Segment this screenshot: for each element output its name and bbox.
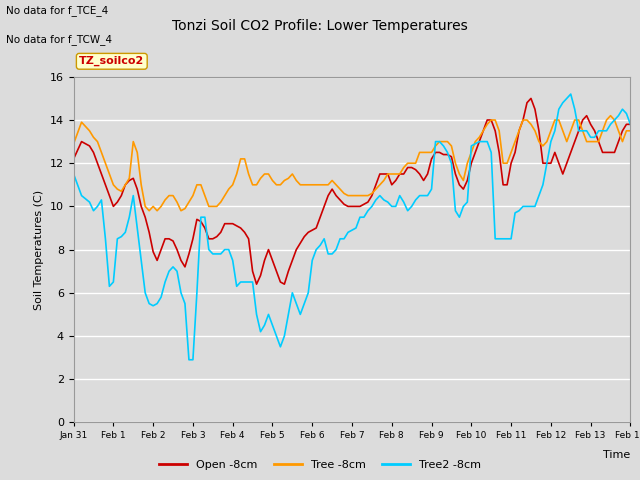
Open -8cm	[368, 193, 376, 199]
Open -8cm	[77, 139, 85, 144]
Y-axis label: Soil Temperatures (C): Soil Temperatures (C)	[34, 190, 44, 310]
Text: Tonzi Soil CO2 Profile: Lower Temperatures: Tonzi Soil CO2 Profile: Lower Temperatur…	[172, 19, 468, 33]
Tree -8cm	[627, 128, 634, 133]
Tree -8cm	[392, 171, 399, 177]
Tree2 -8cm	[627, 121, 634, 127]
Line: Tree -8cm: Tree -8cm	[74, 116, 630, 211]
Open -8cm	[623, 121, 630, 127]
Line: Open -8cm: Open -8cm	[74, 98, 630, 284]
Tree -8cm	[145, 208, 153, 214]
Tree2 -8cm	[368, 204, 376, 209]
Tree -8cm	[431, 143, 439, 149]
Tree2 -8cm	[86, 199, 93, 205]
Open -8cm	[527, 96, 535, 101]
Tree2 -8cm	[77, 193, 85, 199]
Tree2 -8cm	[70, 171, 77, 177]
Tree2 -8cm	[431, 139, 439, 144]
Line: Tree2 -8cm: Tree2 -8cm	[74, 94, 630, 360]
Text: TZ_soilco2: TZ_soilco2	[79, 56, 145, 66]
Open -8cm	[86, 143, 93, 149]
Tree -8cm	[77, 119, 85, 125]
Tree -8cm	[607, 113, 614, 119]
Open -8cm	[70, 156, 77, 162]
Tree -8cm	[70, 141, 77, 147]
Tree2 -8cm	[185, 357, 193, 363]
Open -8cm	[627, 121, 634, 127]
Tree2 -8cm	[392, 204, 399, 209]
Text: No data for f_TCW_4: No data for f_TCW_4	[6, 34, 113, 45]
Legend: Open -8cm, Tree -8cm, Tree2 -8cm: Open -8cm, Tree -8cm, Tree2 -8cm	[155, 456, 485, 474]
Open -8cm	[392, 178, 399, 183]
Open -8cm	[253, 281, 260, 287]
Tree -8cm	[86, 128, 93, 133]
Text: No data for f_TCE_4: No data for f_TCE_4	[6, 5, 109, 16]
Text: Time: Time	[603, 450, 630, 460]
Tree -8cm	[368, 191, 376, 196]
Tree2 -8cm	[567, 91, 575, 97]
Tree2 -8cm	[623, 110, 630, 116]
Tree -8cm	[623, 128, 630, 133]
Open -8cm	[431, 150, 439, 156]
